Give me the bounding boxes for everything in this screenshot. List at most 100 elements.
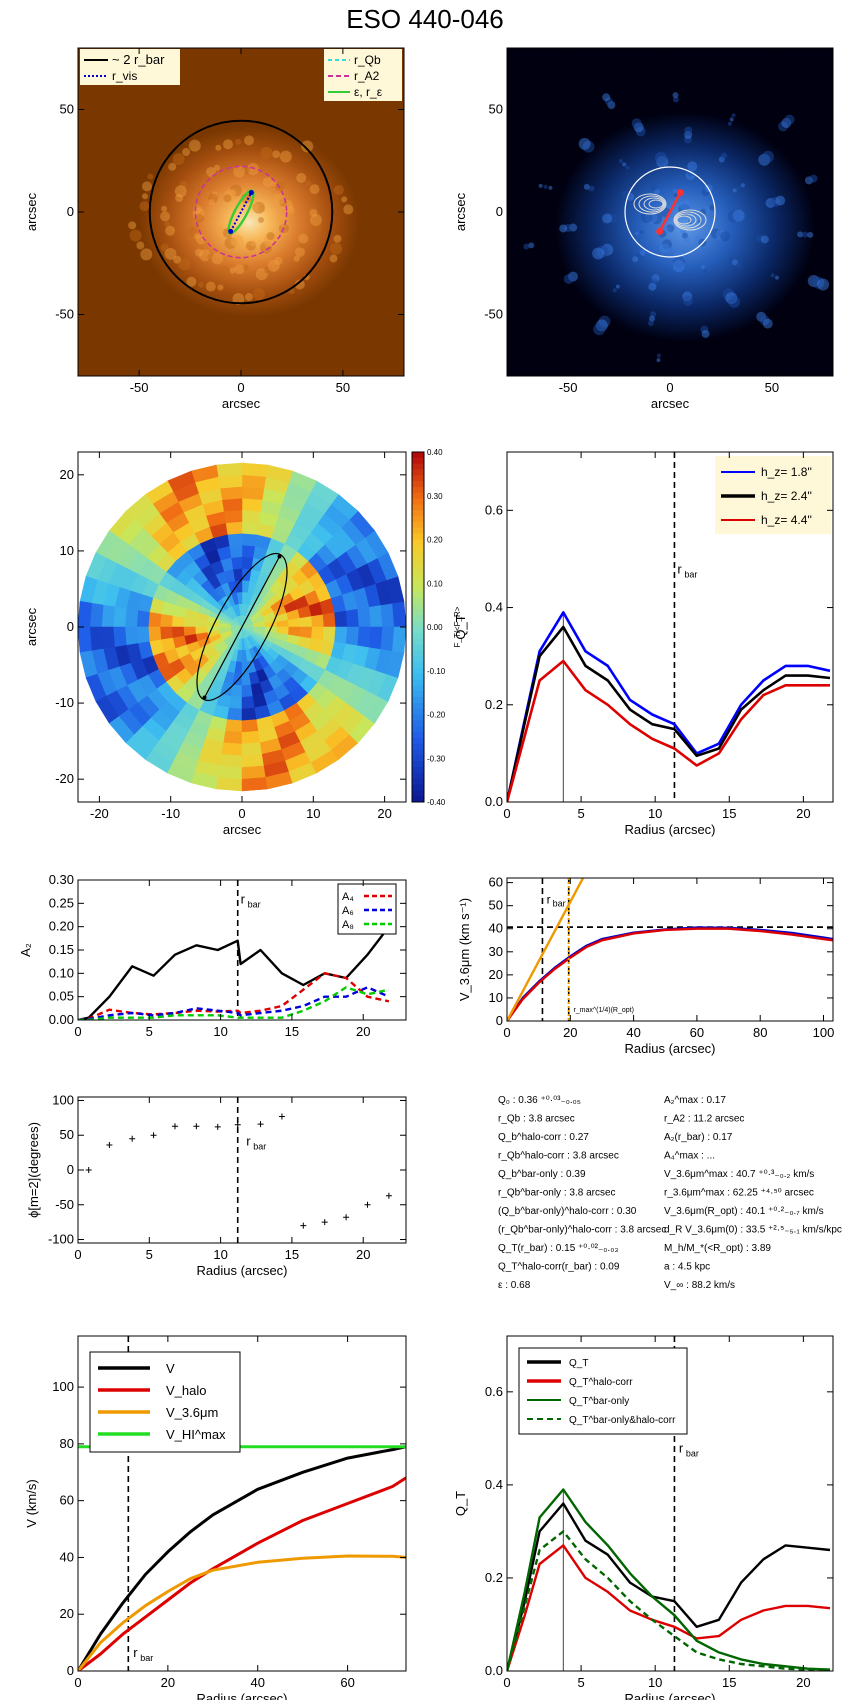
x-tick-label: 0	[503, 1675, 510, 1690]
force-cell	[159, 613, 173, 628]
texture-blob	[770, 273, 775, 278]
force-cell	[183, 617, 196, 628]
texture-blob	[341, 196, 348, 203]
force-cell	[369, 626, 383, 650]
y-tick-label: 0.2	[485, 697, 503, 712]
axes-frame	[77, 1335, 407, 1672]
force-contour	[638, 195, 666, 213]
series-line	[78, 1554, 406, 1671]
force-cell	[241, 486, 265, 500]
bar-axis	[658, 191, 682, 233]
texture-blob	[260, 241, 273, 254]
force-cell	[392, 601, 407, 628]
param-right: A₄^max : ...	[664, 1151, 715, 1162]
x-tick-label: 80	[753, 1025, 767, 1040]
y-tick-label: 40	[60, 1549, 74, 1564]
texture-blob	[258, 204, 267, 213]
texture-blob	[720, 231, 731, 242]
x-axis-label: Radius (arcsec)	[624, 1691, 715, 1700]
texture-blob	[160, 211, 171, 222]
colorbar-cell	[412, 580, 424, 587]
force-cell	[311, 626, 325, 641]
y-tick-label: 100	[52, 1092, 74, 1107]
x-tick-label: 15	[722, 806, 736, 821]
p1-axes: -50 0 50 -50 0 50 arcsec arcsec	[24, 47, 405, 411]
x-tick-label: 0	[666, 380, 673, 395]
x-tick-label: 20	[356, 1247, 370, 1262]
texture-blob	[784, 114, 795, 125]
texture-blob	[672, 92, 679, 99]
force-cell	[241, 533, 257, 547]
legend-label: ε, r_ε	[354, 85, 383, 99]
texture-blob	[333, 234, 342, 243]
x-axis-label: Radius (arcsec)	[624, 822, 715, 837]
param-right: a : 4.5 kpc	[664, 1262, 710, 1273]
series-line	[507, 625, 831, 802]
texture-blob	[762, 150, 775, 163]
x-tick-label: 60	[340, 1675, 354, 1690]
colorbar-cell	[412, 574, 424, 581]
x-tick-label: 0	[74, 1675, 81, 1690]
texture-blob	[548, 185, 553, 190]
force-cell	[89, 626, 104, 652]
texture-blob	[252, 288, 265, 301]
texture-blob	[197, 281, 204, 288]
series-line	[78, 1445, 406, 1671]
texture-blob	[217, 284, 224, 291]
param-left: r_Qb : 3.8 arcsec	[498, 1114, 575, 1125]
y-tick-label: 0.6	[485, 502, 503, 517]
rbar-label: bar	[553, 898, 566, 908]
x-tick-label: 5	[577, 806, 584, 821]
series-line	[78, 972, 390, 1020]
force-cell	[223, 509, 243, 524]
force-cell	[124, 626, 139, 646]
texture-blob	[286, 206, 295, 215]
force-cell	[223, 730, 243, 745]
y-tick-label: -50	[55, 307, 74, 322]
y-tick-label: 0.30	[49, 872, 74, 887]
param-right: r_3.6μm^max : 62.25 ⁺⁴·⁵⁰ arcsec	[664, 1188, 814, 1199]
colorbar-cell	[412, 632, 424, 640]
x-tick-label: 40	[626, 1025, 640, 1040]
force-cell	[241, 777, 268, 792]
p8-axes: 0 20 40 60 0 20 40 60 80 100 Radius (arcsec) V (km/…	[24, 1335, 407, 1700]
texture-blob	[679, 199, 692, 212]
texture-blob	[165, 225, 176, 236]
rbar-label: bar	[684, 570, 697, 580]
texture-blob	[732, 209, 745, 222]
phase-point	[343, 1214, 350, 1221]
colorbar-cell	[412, 510, 424, 517]
texture-blob	[559, 224, 568, 233]
force-cell	[101, 626, 115, 650]
texture-blob	[193, 232, 200, 239]
panel-p4: r bar h_z= 1.8'' h_z= 2.4'' h_z= 4.4''	[507, 452, 831, 802]
y-tick-label: 40	[489, 921, 503, 936]
colorbar-cell	[412, 790, 424, 797]
parameter-table: Q₀ : 0.36 ⁺⁰·⁰³₋₀.₀₅ r_Qb : 3.8 arcsec Q_b…	[498, 1095, 842, 1291]
phase-point	[321, 1219, 328, 1226]
texture-blob	[523, 243, 530, 250]
texture-blob	[729, 117, 734, 122]
phase-point	[257, 1121, 264, 1128]
x-tick-label: 5	[146, 1247, 153, 1262]
y-tick-label: -10	[55, 695, 74, 710]
colorbar-cell	[412, 568, 424, 575]
x-tick-label: -50	[130, 380, 149, 395]
y-tick-label: 20	[489, 967, 503, 982]
texture-blob	[207, 193, 218, 204]
colorbar-cell	[412, 527, 424, 535]
colorbar-tick-label: -0.30	[427, 754, 446, 763]
legend-label: A₈	[342, 919, 354, 931]
force-cell	[136, 610, 150, 628]
texture-blob	[205, 281, 216, 292]
texture-blob	[160, 243, 169, 252]
texture-blob	[207, 253, 216, 262]
force-cell	[241, 754, 265, 768]
legend-label: Q_T^bar-only	[569, 1396, 629, 1407]
legend-label: Q_T	[569, 1358, 588, 1369]
texture-blob	[528, 242, 535, 249]
texture-blob	[672, 260, 685, 273]
p3-axes: -20 -10 0 10 20 -20 -10 0 10 20 arcsec arcsec	[24, 451, 407, 837]
colorbar-tick-label: -0.10	[427, 667, 446, 676]
